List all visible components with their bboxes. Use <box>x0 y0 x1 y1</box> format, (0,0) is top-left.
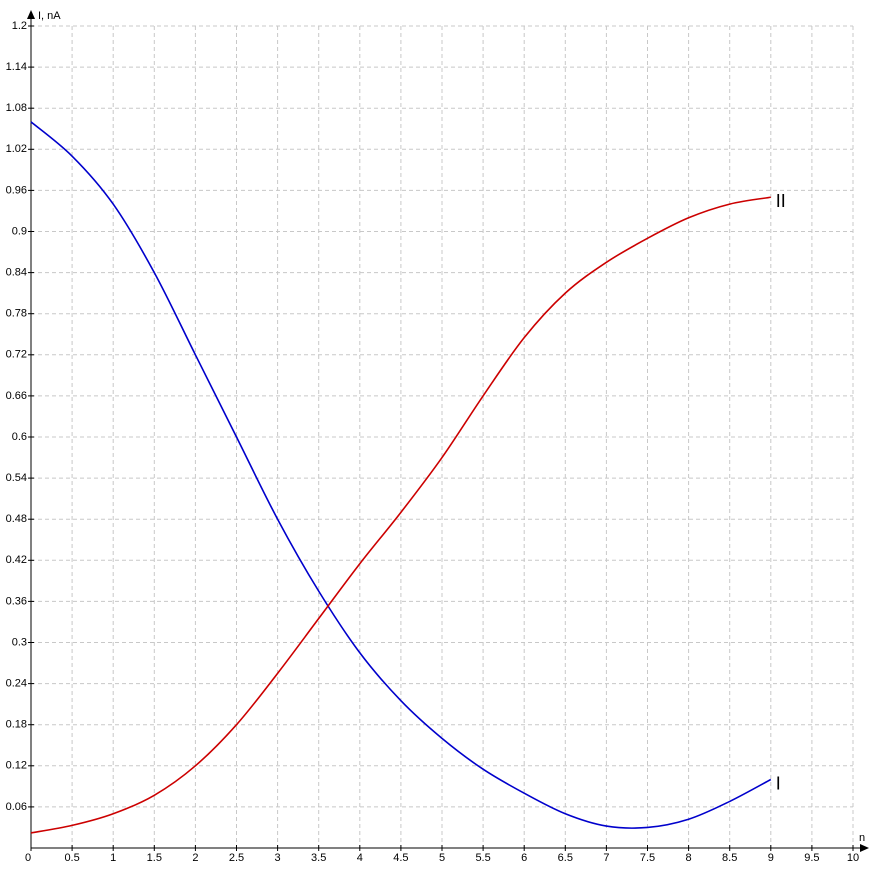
x-tick-label: 4.5 <box>393 852 408 864</box>
y-tick-label: 0.06 <box>6 801 27 813</box>
y-tick-label: 0.42 <box>6 554 27 566</box>
x-tick-label: 0.5 <box>64 852 79 864</box>
y-tick-label: 1.08 <box>6 102 27 114</box>
x-tick-label: 9 <box>768 852 774 864</box>
y-tick-label: 0.12 <box>6 760 27 772</box>
x-tick-label: 8.5 <box>722 852 737 864</box>
series-line <box>30 121 772 829</box>
x-tick-label: 1.5 <box>147 852 162 864</box>
x-tick-label: 7.5 <box>640 852 655 864</box>
x-tick-label: 10 <box>847 852 859 864</box>
x-tick-label: 6 <box>521 852 527 864</box>
y-tick-label: 0.84 <box>6 267 27 279</box>
y-tick-label: 0.78 <box>6 308 27 320</box>
x-tick-label: 6.5 <box>558 852 573 864</box>
y-tick-label: 0.54 <box>6 472 27 484</box>
y-tick-label: 0.96 <box>6 184 27 196</box>
series-label: II <box>776 191 786 211</box>
y-tick-label: 0.6 <box>12 431 27 443</box>
x-tick-label: 5 <box>439 852 445 864</box>
y-axis-label: I, nA <box>38 10 61 22</box>
x-tick-label: 0 <box>25 852 31 864</box>
y-tick-label: 0.18 <box>6 719 27 731</box>
y-tick-label: 0.66 <box>6 390 27 402</box>
x-tick-label: 1 <box>110 852 116 864</box>
x-axis-arrow <box>860 844 869 852</box>
y-tick-label: 1.14 <box>6 61 27 73</box>
x-tick-label: 9.5 <box>804 852 819 864</box>
y-tick-label: 0.72 <box>6 349 27 361</box>
y-tick-label: 0.48 <box>6 513 27 525</box>
x-tick-label: 3.5 <box>311 852 326 864</box>
x-tick-label: 2.5 <box>229 852 244 864</box>
series-label: I <box>776 773 781 793</box>
x-axis-label: n <box>859 832 865 844</box>
y-tick-label: 0.3 <box>12 636 27 648</box>
y-tick-label: 1.02 <box>6 143 27 155</box>
x-tick-label: 5.5 <box>475 852 490 864</box>
series-line <box>30 196 771 834</box>
y-tick-label: 0.24 <box>6 678 27 690</box>
y-axis-arrow <box>27 10 35 19</box>
x-tick-label: 2 <box>192 852 198 864</box>
x-tick-label: 7 <box>603 852 609 864</box>
x-tick-label: 4 <box>357 852 363 864</box>
y-tick-label: 0.36 <box>6 595 27 607</box>
y-tick-label: 0.9 <box>12 225 27 237</box>
y-tick-label: 1.2 <box>12 20 27 32</box>
x-tick-label: 3 <box>275 852 281 864</box>
x-tick-label: 8 <box>686 852 692 864</box>
